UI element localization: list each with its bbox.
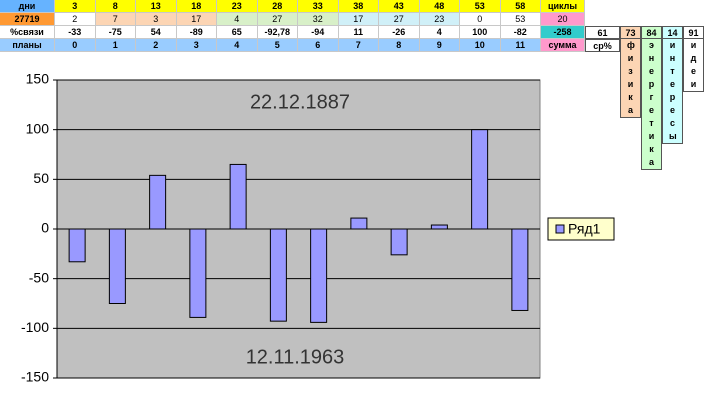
sheet-cell: 8 — [379, 39, 420, 52]
sheet-cell: -258 — [541, 26, 585, 39]
sheet-cell: 43 — [379, 0, 420, 13]
sheet-cell: -82 — [500, 26, 541, 39]
sheet-cell: 53 — [460, 0, 501, 13]
sheet-cell: планы — [0, 39, 55, 52]
sheet-cell: 8 — [95, 0, 136, 13]
sheet-cell: 11 — [338, 26, 379, 39]
sheet-cell: 4 — [419, 26, 460, 39]
y-tick-label: 100 — [26, 120, 50, 136]
sheet-cell: 20 — [541, 13, 585, 26]
sheet-cell: 14 — [662, 26, 683, 39]
y-tick-label: 150 — [26, 71, 50, 87]
sheet-cell: 53 — [500, 13, 541, 26]
sheet-cell: 4 — [217, 13, 258, 26]
sheet-cell: 33 — [298, 0, 339, 13]
sheet-cell: 17 — [338, 13, 379, 26]
sheet-cell: 65 — [217, 26, 258, 39]
legend-swatch — [555, 224, 565, 234]
sheet-cell: 84 — [641, 26, 662, 39]
sheet-cell: 10 — [460, 39, 501, 52]
bar — [68, 228, 86, 263]
bar — [108, 228, 126, 304]
sheet-cell: 13 — [136, 0, 177, 13]
sheet-cell: -33 — [55, 26, 96, 39]
sheet-cell: -26 — [379, 26, 420, 39]
sheet-cell: 0 — [55, 39, 96, 52]
bar — [430, 224, 448, 230]
sheet-cell: 5 — [257, 39, 298, 52]
bar — [471, 129, 489, 230]
sheet-cell: 11 — [500, 39, 541, 52]
bar — [189, 228, 207, 318]
sheet-cell: ср% — [585, 39, 620, 52]
sheet-cell: 100 — [460, 26, 501, 39]
sheet-cell: сумма — [541, 39, 585, 52]
sheet-cell: 7 — [338, 39, 379, 52]
sheet-cell: 4 — [217, 39, 258, 52]
bar — [269, 228, 287, 322]
legend-label: Ряд1 — [568, 221, 601, 237]
annotation: 12.11.1963 — [246, 346, 345, 368]
sheet-cell: 1 — [95, 39, 136, 52]
y-tick-label: -100 — [21, 319, 49, 335]
sheet-cell: 2 — [136, 39, 177, 52]
sheet-cell: 3 — [136, 13, 177, 26]
sheet-cell: 27 — [379, 13, 420, 26]
sheet-cell: 38 — [338, 0, 379, 13]
vertical-header: энергетика — [641, 39, 662, 170]
bar — [149, 174, 167, 230]
bar — [511, 228, 529, 311]
vertical-header: физика — [620, 39, 641, 118]
y-tick-label: -150 — [21, 369, 49, 385]
legend-box — [547, 217, 615, 241]
sheet-cell: 61 — [585, 26, 620, 39]
sheet-cell: 23 — [217, 0, 258, 13]
bar — [229, 163, 247, 230]
bar — [390, 228, 408, 256]
sheet-cell: 6 — [298, 39, 339, 52]
sheet-cell: 58 — [500, 0, 541, 13]
sheet-cell: %связи — [0, 26, 55, 39]
sheet-cell: 54 — [136, 26, 177, 39]
sheet-cell: 7 — [95, 13, 136, 26]
sheet-cell: 28 — [257, 0, 298, 13]
sheet-cell: 91 — [683, 26, 704, 39]
sheet-cell: -75 — [95, 26, 136, 39]
sheet-cell: 3 — [176, 39, 217, 52]
sheet-cell: -89 — [176, 26, 217, 39]
sheet-cell: 2 — [55, 13, 96, 26]
bar — [350, 217, 368, 230]
y-tick-label: 50 — [33, 170, 49, 186]
vertical-header: интересы — [662, 39, 683, 144]
sheet-cell: -94 — [298, 26, 339, 39]
sheet-cell: -92,78 — [257, 26, 298, 39]
annotation: 22.12.1887 — [250, 91, 350, 113]
sheet-cell: 0 — [460, 13, 501, 26]
sheet-cell: 27719 — [0, 13, 55, 26]
sheet-cell: 23 — [419, 13, 460, 26]
sheet-cell: 73 — [620, 26, 641, 39]
sheet-cell: циклы — [541, 0, 585, 13]
sheet-cell: 32 — [298, 13, 339, 26]
vertical-header: идеи — [683, 39, 704, 92]
sheet-cell: 3 — [55, 0, 96, 13]
sheet-cell: 48 — [419, 0, 460, 13]
y-tick-label: 0 — [41, 220, 49, 236]
y-tick-label: -50 — [29, 269, 49, 285]
sheet-cell: дни — [0, 0, 55, 13]
sheet-cell: 27 — [257, 13, 298, 26]
sheet-cell: 9 — [419, 39, 460, 52]
sheet-cell: 18 — [176, 0, 217, 13]
sheet-cell: 17 — [176, 13, 217, 26]
bar — [310, 228, 328, 323]
